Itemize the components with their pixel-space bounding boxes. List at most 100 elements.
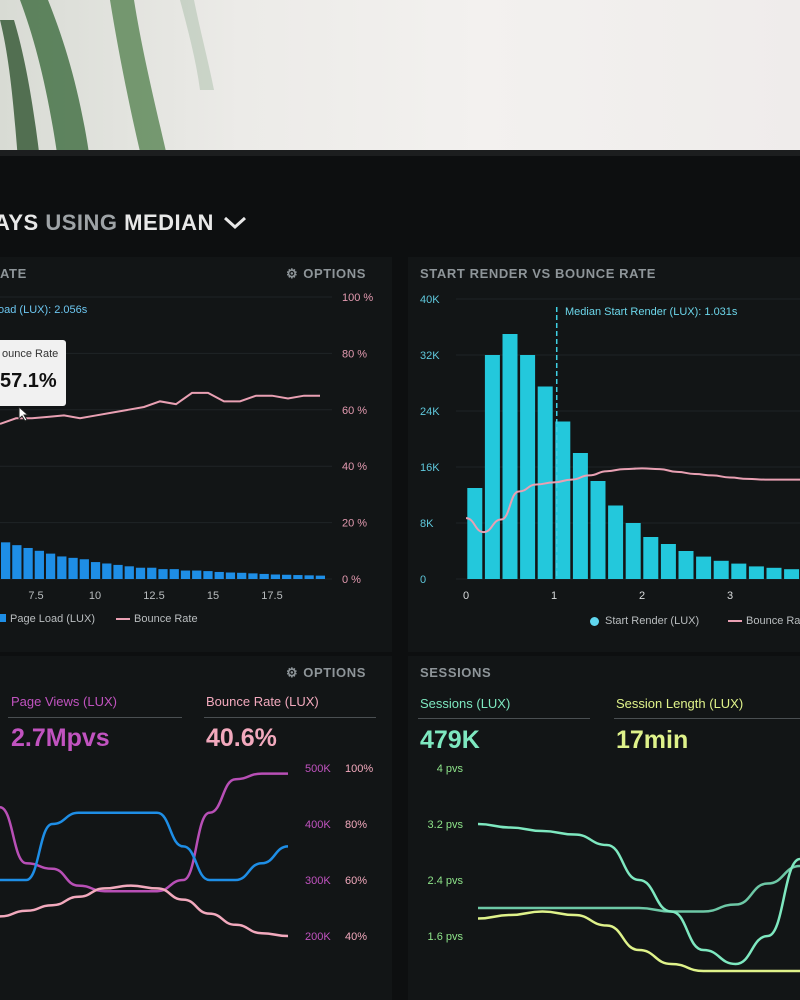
- bar: [12, 545, 22, 579]
- panel-sessions: SESSIONS Sessions (LUX) 479K Session Len…: [408, 656, 800, 1000]
- series-line-session-length: [477, 910, 800, 973]
- panel-page-views: ⚙ OPTIONS Page Views (LUX) 2.7Mpvs Bounce…: [0, 656, 392, 1000]
- bar: [731, 563, 747, 579]
- y-tick-label: 80 %: [342, 348, 367, 360]
- median-label: oad (LUX): 2.056s: [0, 304, 88, 316]
- divider: [418, 718, 590, 719]
- bar: [158, 569, 168, 579]
- legend-start-render[interactable]: Start Render (LUX): [590, 615, 699, 627]
- bar: [293, 575, 303, 579]
- y-tick-label: 500K: [305, 763, 331, 775]
- legend-bounce-rate[interactable]: Bounce Rate: [116, 613, 198, 625]
- options-label: OPTIONS: [303, 266, 366, 281]
- y-tick-label: 8K: [420, 518, 434, 530]
- legend-swatch: [0, 614, 6, 622]
- series-line-bounce-rate: [0, 391, 320, 425]
- bar: [572, 453, 588, 579]
- tooltip: ounce Rate 57.1%: [0, 340, 66, 406]
- bar: [34, 550, 44, 579]
- y-tick-label: 100%: [345, 763, 373, 775]
- bar: [282, 574, 292, 579]
- dashboard-header[interactable]: AYS USING MEDIAN: [0, 210, 249, 236]
- bar: [520, 355, 536, 579]
- monitor-screen: AYS USING MEDIAN ATE ⚙ OPTIONS oad (LUX):…: [0, 150, 800, 1000]
- y-tick-label: 40K: [420, 294, 440, 306]
- bar: [660, 544, 676, 579]
- bar: [248, 573, 258, 579]
- background-wall: [0, 0, 800, 160]
- header-median: MEDIAN: [124, 210, 214, 235]
- bar: [484, 355, 500, 579]
- bar: [45, 553, 56, 579]
- legend-bounce-rate-label: Bounce Ra: [746, 615, 800, 627]
- metric-label-session-length: Session Length (LUX): [616, 696, 744, 711]
- options-button[interactable]: ⚙ OPTIONS: [286, 665, 366, 681]
- panel-start-render: START RENDER VS BOUNCE RATE Median Start…: [408, 257, 800, 652]
- metric-value-sessions: 479K: [420, 726, 480, 754]
- bar: [678, 551, 694, 579]
- bar: [502, 334, 518, 579]
- header-using: USING: [45, 210, 118, 235]
- series-line-sessions: [0, 811, 289, 882]
- bar: [590, 481, 606, 579]
- options-label: OPTIONS: [303, 665, 366, 680]
- metric-label-bounce-rate: Bounce Rate (LUX): [206, 694, 319, 709]
- tooltip-value: 57.1%: [0, 370, 57, 392]
- y-tick-label: 32K: [420, 350, 440, 362]
- bar: [180, 570, 191, 579]
- series-line-sessions: [477, 822, 800, 966]
- chart-start-render: 40K 32K 24K 16K 8K 0 0 1 2 3: [420, 294, 800, 602]
- panel-title: START RENDER VS BOUNCE RATE: [420, 266, 657, 281]
- chart-sessions: 4 pvs 3.2 pvs 2.4 pvs 1.6 pvs: [428, 763, 800, 973]
- chart-load-vs-bounce: 100 % 80 % 60 % 40 % 20 % 0 % 7.5 10 12.5 15 17.5: [0, 292, 373, 602]
- header-prefix: AYS: [0, 210, 39, 235]
- series-line-page-views: [0, 772, 288, 893]
- metric-label-sessions: Sessions (LUX): [420, 696, 511, 711]
- bar: [23, 547, 33, 579]
- legend-swatch: [116, 618, 130, 621]
- y-tick-label: 100 %: [342, 292, 373, 304]
- bar: [713, 560, 729, 579]
- options-button[interactable]: ⚙ OPTIONS: [286, 266, 366, 282]
- legend-start-render-label: Start Render (LUX): [605, 615, 700, 627]
- legend-page-load[interactable]: Page Load (LUX): [0, 613, 95, 625]
- tooltip-series: ounce Rate: [2, 348, 59, 360]
- bar: [192, 570, 202, 579]
- legend-swatch: [728, 620, 742, 623]
- chevron-down-icon[interactable]: [221, 213, 249, 231]
- x-tick-label: 17.5: [261, 590, 282, 602]
- gear-icon: ⚙: [286, 266, 299, 281]
- x-tick-label: 2: [639, 590, 645, 602]
- bar: [102, 563, 112, 579]
- bar: [1, 542, 11, 579]
- y-tick-label: 2.4 pvs: [428, 875, 464, 887]
- bar: [147, 567, 157, 579]
- legend-bounce-rate[interactable]: Bounce Ra: [728, 615, 800, 627]
- bar: [270, 574, 281, 579]
- series-line-bounce-rate: [465, 467, 800, 534]
- divider: [8, 717, 182, 718]
- bar: [315, 575, 325, 579]
- y-tick-label: 20 %: [342, 518, 367, 530]
- bar: [225, 572, 236, 579]
- y-tick-label: 40%: [345, 931, 367, 943]
- bar: [643, 537, 659, 579]
- divider: [204, 717, 376, 718]
- bar: [467, 488, 483, 579]
- median-label: Median Start Render (LUX): 1.031s: [565, 306, 738, 318]
- gear-icon: ⚙: [286, 665, 299, 680]
- y-tick-label: 300K: [305, 875, 331, 887]
- y-tick-label: 0: [420, 574, 426, 586]
- bar: [124, 566, 134, 579]
- metric-value-session-length: 17min: [616, 726, 689, 754]
- y-tick-label: 60 %: [342, 405, 367, 417]
- bar: [766, 567, 782, 579]
- x-tick-label: 1: [551, 590, 557, 602]
- bar: [625, 523, 641, 579]
- monitor-bezel: [0, 150, 800, 156]
- metric-label-page-views: Page Views (LUX): [11, 694, 117, 709]
- bar: [135, 567, 146, 579]
- series-line-session-length-2: [477, 864, 800, 913]
- x-tick-label: 0: [463, 590, 469, 602]
- legend-bounce-rate-label: Bounce Rate: [134, 613, 198, 625]
